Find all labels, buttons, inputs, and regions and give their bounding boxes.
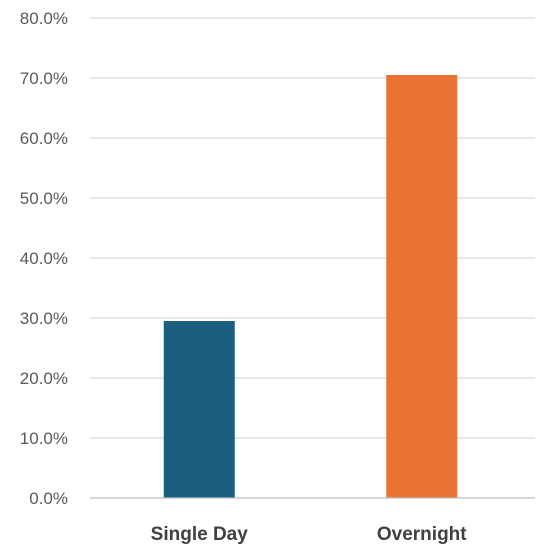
y-tick-label: 0.0% — [29, 489, 68, 508]
y-tick-label: 40.0% — [20, 249, 68, 268]
x-category-label: Overnight — [377, 524, 467, 545]
bars — [163, 75, 458, 498]
y-tick-label: 30.0% — [20, 309, 68, 328]
bar-overnight — [386, 75, 458, 498]
x-category-label: Single Day — [151, 524, 249, 545]
x-axis-category-labels: Single Day Overnight — [151, 524, 468, 545]
y-tick-label: 70.0% — [20, 69, 68, 88]
y-tick-label: 60.0% — [20, 129, 68, 148]
y-axis-tick-labels: 0.0% 10.0% 20.0% 30.0% 40.0% 50.0% 60.0% 70.0% 8… — [20, 9, 68, 508]
y-tick-label: 20.0% — [20, 369, 68, 388]
y-tick-label: 80.0% — [20, 9, 68, 28]
y-tick-label: 50.0% — [20, 189, 68, 208]
bar-single-day — [163, 321, 235, 498]
gridlines — [90, 17, 535, 439]
y-tick-label: 10.0% — [20, 429, 68, 448]
